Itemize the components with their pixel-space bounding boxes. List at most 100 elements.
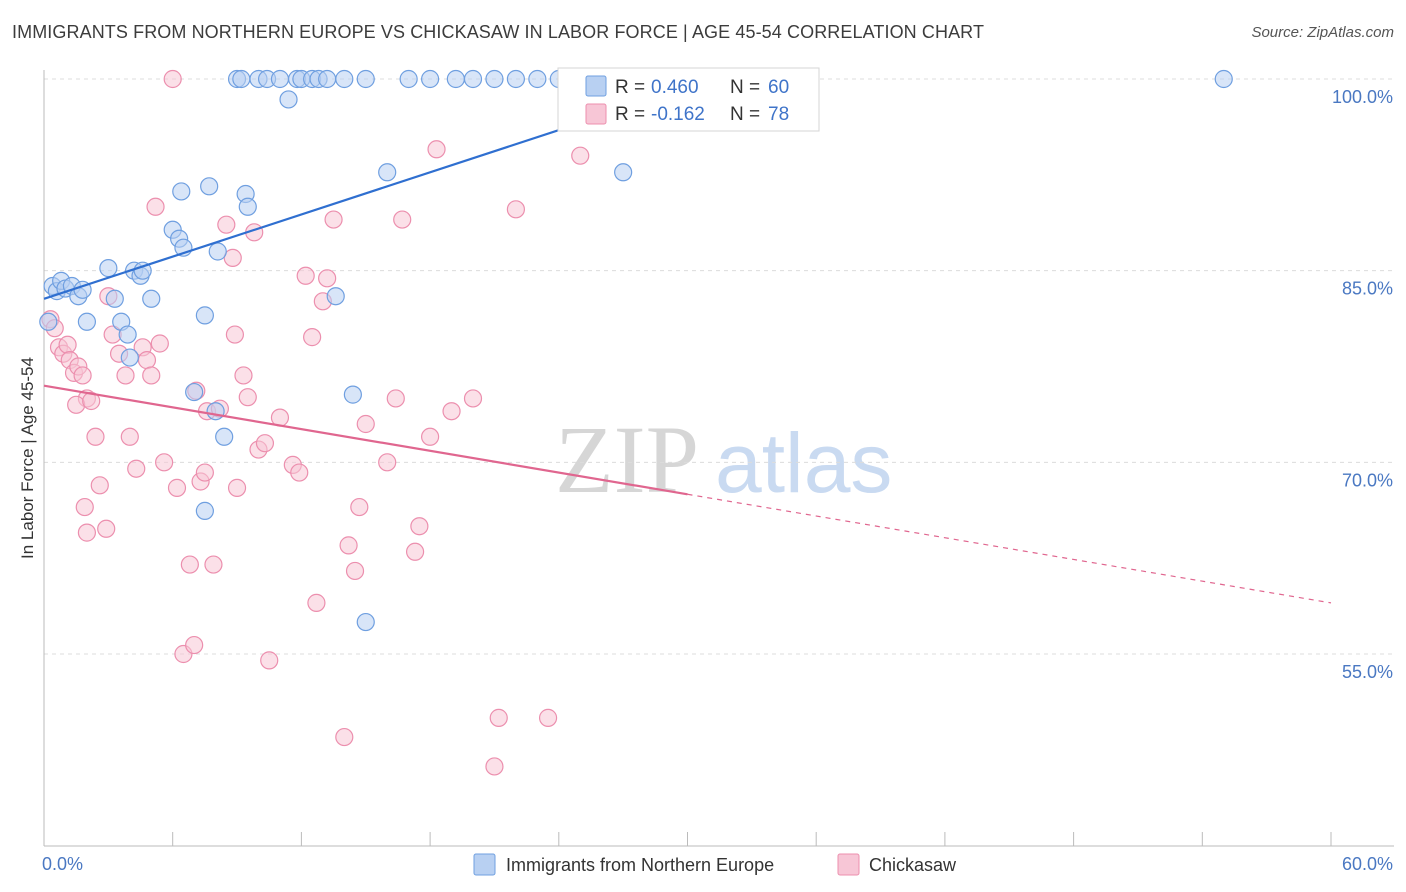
chickasaw-point-74 [489,708,508,727]
northern-europe-point-53 [528,69,547,89]
chart-title: IMMIGRANTS FROM NORTHERN EUROPE VS CHICK… [12,22,985,42]
trend-line-1 [43,384,688,496]
chickasaw-point-54 [303,328,322,347]
chickasaw-point-25 [142,366,161,385]
legend-swatch-pink [585,103,607,125]
chickasaw-point-15 [77,523,97,542]
legend-r-label-blue: R = [615,77,645,98]
legend-n-label-blue: N = [730,77,760,98]
chickasaw-point-29 [163,69,182,89]
northern-europe-point-12 [118,325,137,344]
chickasaw-point-38 [204,555,223,574]
chickasaw-point-72 [463,389,483,408]
chickasaw-point-33 [185,635,204,655]
northern-europe-point-59 [1214,69,1233,89]
legend-r-label-pink: R = [615,104,645,125]
chickasaw-point-57 [318,269,337,288]
northern-europe-point-30 [232,69,251,89]
chickasaw-point-60 [339,536,358,555]
northern-europe-point-49 [446,69,465,89]
chickasaw-point-70 [427,140,446,159]
northern-europe-point-42 [326,287,345,306]
northern-europe-point-10 [105,289,124,308]
x-tick-label-max: 60.0% [1342,854,1393,874]
chickasaw-point-22 [127,459,146,478]
y-tick-label-0: 100.0% [1332,87,1393,107]
northern-europe-point-17 [142,289,161,308]
northern-europe-point-16 [133,261,152,280]
chart-source: Source: ZipAtlas.com [1251,24,1394,41]
northern-europe-point-56 [614,163,633,182]
chickasaw-point-45 [238,388,257,407]
chickasaw-point-65 [386,389,405,408]
bottom-legend-swatch-blue [473,853,496,876]
chickasaw-point-14 [75,497,94,517]
chickasaw-point-11 [82,391,101,411]
chickasaw-point-12 [86,427,105,446]
watermark-zip: ZIP [555,406,699,513]
chickasaw-point-28 [155,453,174,472]
bottom-legend-swatch-pink [837,853,860,876]
chickasaw-point-58 [324,210,343,229]
chickasaw-point-61 [345,561,365,581]
chickasaw-point-24 [137,351,157,370]
northern-europe-point-36 [279,90,298,109]
chickasaw-point-16 [97,519,116,538]
northern-europe-point-50 [463,69,483,89]
watermark-atlas: atlas [715,416,892,510]
northern-europe-point-32 [238,197,257,216]
chickasaw-point-68 [410,517,429,536]
trend-line-extension-1 [687,493,1332,604]
chickasaw-point-77 [571,146,590,165]
chickasaw-point-75 [506,200,526,219]
chickasaw-point-26 [146,197,165,216]
northern-europe-point-52 [506,69,526,89]
northern-europe-point-43 [335,69,354,89]
x-axis-ticks [43,832,1332,846]
y-tick-labels: 100.0% 85.0% 70.0% 55.0% [1332,87,1393,682]
chickasaw-point-10 [67,395,86,414]
y-tick-label-2: 70.0% [1342,470,1393,490]
northern-europe-point-41 [318,69,337,89]
chickasaw-point-67 [405,542,425,561]
northern-europe-point-45 [356,69,375,89]
chickasaw-point-52 [290,463,309,482]
watermark: ZIP atlas [555,406,892,513]
chickasaw-point-20 [116,366,135,385]
northern-europe-point-28 [215,427,234,446]
chickasaw-point-73 [485,757,504,776]
chickasaw-point-8 [73,366,92,385]
chickasaw-point-4 [58,335,77,354]
chickasaw-point-63 [356,414,375,434]
correlation-legend: R = 0.460 N = 60 R = -0.162 N = 78 [557,67,820,132]
chickasaw-point-40 [217,215,236,234]
northern-europe-point-51 [485,69,504,89]
chickasaw-point-41 [223,248,242,267]
legend-n-value-blue: 60 [768,77,789,98]
chickasaw-point-59 [335,727,354,747]
chickasaw-point-62 [350,497,369,517]
northern-europe-point-23 [195,501,214,520]
chickasaw-point-44 [234,366,253,385]
northern-europe-point-47 [399,69,418,89]
chickasaw-point-32 [180,555,199,574]
chickasaw-point-27 [150,334,169,353]
chickasaw-point-71 [442,402,461,421]
chickasaw-point-49 [260,651,279,670]
chickasaw-point-30 [167,478,187,497]
legend-r-value-pink: -0.162 [651,104,705,125]
legend-swatch-blue [585,75,607,97]
northern-europe-point-27 [208,242,227,261]
chickasaw-point-53 [296,266,315,285]
northern-europe-point-13 [120,348,139,367]
chickasaw-point-55 [307,593,326,612]
northern-europe-point-44 [343,385,362,404]
northern-europe-point-25 [200,177,219,196]
chickasaw-point-64 [378,453,397,472]
northern-europe-point-9 [99,259,118,278]
northern-europe-point-21 [172,182,191,201]
legend-n-label-pink: N = [730,104,760,125]
chickasaw-point-43 [227,478,247,497]
northern-europe-point-58 [356,612,375,632]
chickasaw-point-69 [421,427,440,446]
